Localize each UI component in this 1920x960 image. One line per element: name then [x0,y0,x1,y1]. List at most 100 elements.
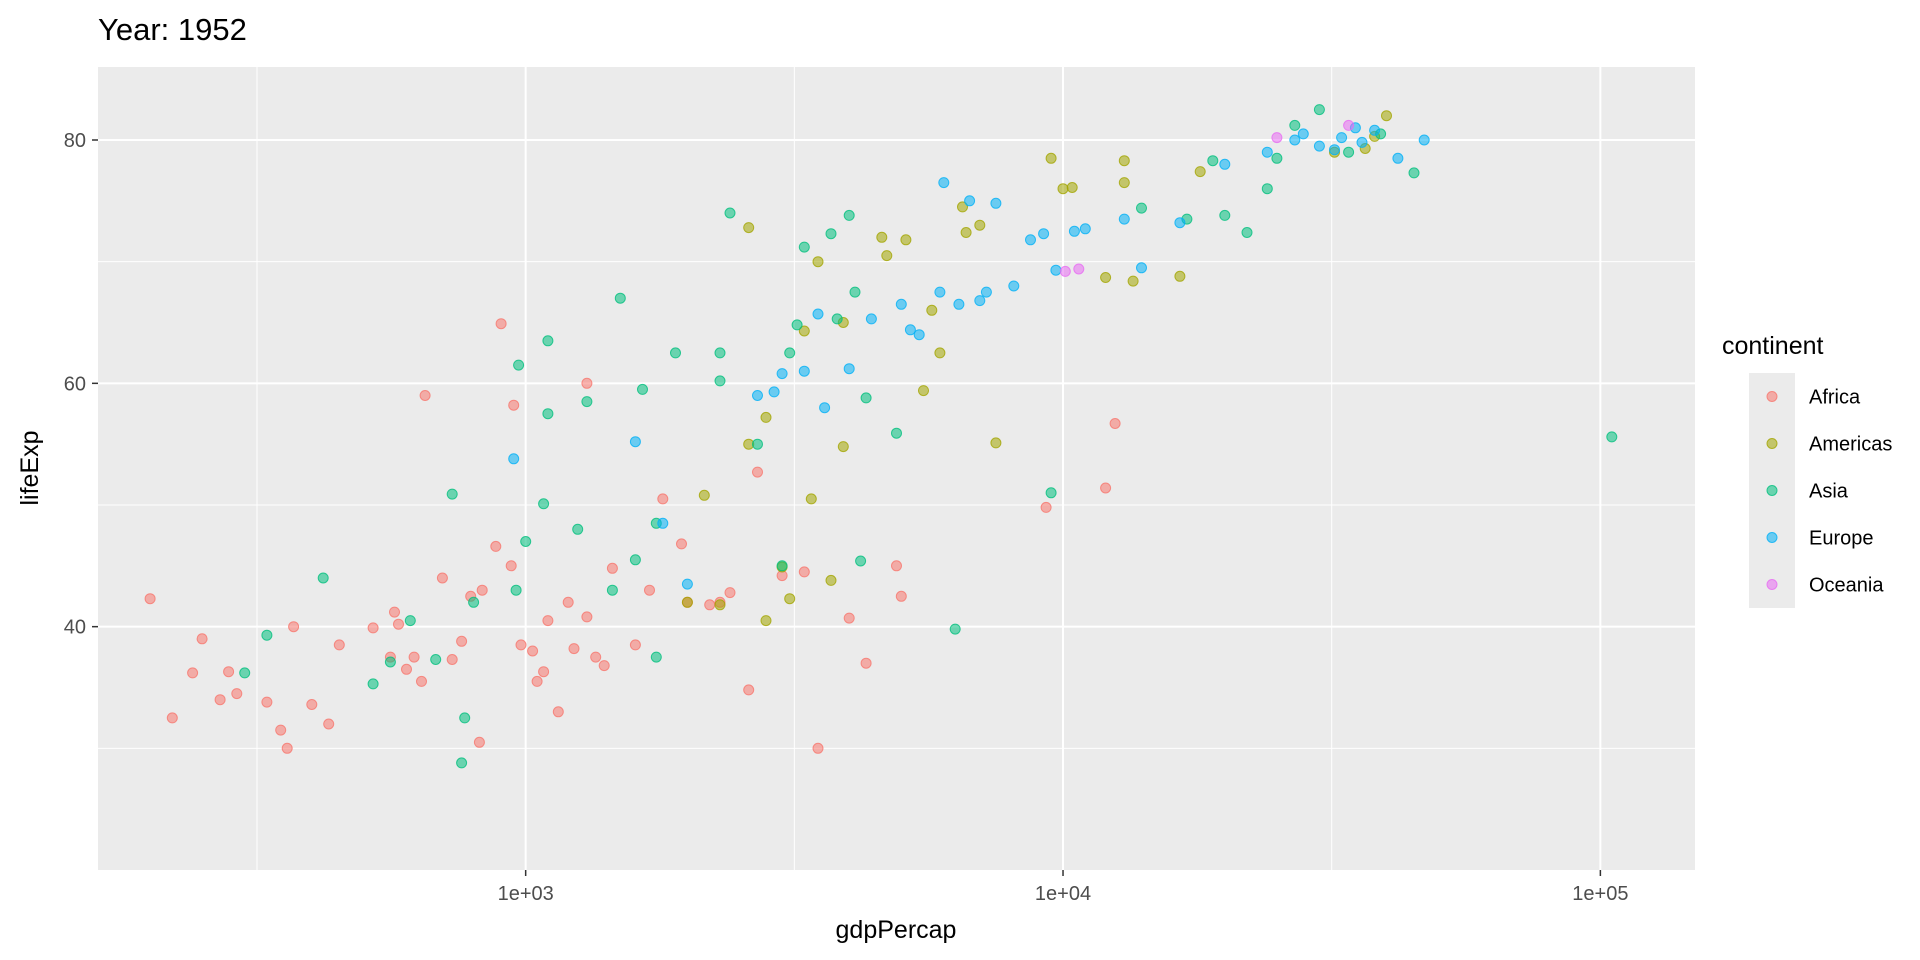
data-point [698,489,710,501]
data-point [913,329,925,341]
data-point [473,736,485,748]
data-point [1118,177,1130,189]
y-axis-title: lifeExp [16,430,44,505]
data-point [1392,152,1404,164]
x-tick-label: 1e+03 [498,883,554,905]
data-point [490,540,502,552]
legend-key-europe [1766,532,1778,543]
data-point [552,706,564,718]
legend-label-americas: Americas [1809,434,1892,456]
data-point [1271,132,1283,144]
data-point [1219,158,1231,170]
data-point [1219,209,1231,221]
data-point [825,228,837,240]
data-point [1066,182,1078,193]
data-point [214,694,226,706]
data-point [1038,228,1050,240]
data-point [1100,482,1112,494]
data-point [196,633,208,645]
data-point [389,606,400,618]
data-point [860,657,872,669]
legend: continent Africa Americas Asia Europe Oceani… [1722,332,1892,608]
data-point [1050,264,1062,276]
data-point [768,386,780,398]
data-point [572,523,584,535]
data-point [581,396,593,408]
data-point [1369,124,1381,136]
data-point [538,666,550,678]
data-point [1118,213,1130,225]
data-point [904,324,916,336]
data-point [704,599,716,611]
x-axis: 1e+03 1e+04 1e+05 [498,870,1628,905]
data-point [1057,183,1069,195]
data-point [644,584,655,596]
data-point [1136,202,1147,214]
data-point [953,298,965,310]
data-point [401,663,412,675]
data-point [629,639,641,651]
legend-key-oceania [1766,579,1778,590]
data-point [166,712,178,724]
data-point [724,587,736,599]
data-point [743,684,755,696]
data-point [980,286,992,298]
data-point [1008,280,1020,292]
legend-label-asia: Asia [1809,481,1849,503]
data-point [456,635,468,647]
legend-key-asia [1766,485,1778,496]
data-point [446,488,458,500]
data-point [531,675,543,687]
data-point [1068,225,1080,237]
data-point [542,335,554,347]
data-point [1040,501,1052,513]
data-point [805,493,817,505]
data-point [1606,431,1618,443]
data-point [1241,227,1253,238]
data-point [752,466,763,478]
data-point [825,574,837,586]
data-point [974,219,986,231]
data-point [960,227,972,238]
data-point [508,399,520,411]
data-point [1045,487,1057,499]
data-point [288,621,300,633]
data-point [527,645,539,657]
data-point [798,566,810,578]
data-point [581,611,593,623]
data-point [223,666,235,678]
data-point [1336,132,1348,144]
data-point [1343,119,1355,131]
data-point [743,222,755,234]
data-point [476,584,488,596]
data-point [831,313,843,325]
data-point [542,408,554,420]
data-point [323,718,335,730]
y-axis: 40 60 80 [64,130,98,639]
data-point [1297,128,1309,140]
data-point [1289,134,1301,146]
data-point [538,498,550,510]
data-point [1289,119,1301,131]
data-point [843,209,855,221]
data-point [384,656,396,668]
data-point [895,590,907,602]
data-point [812,742,824,754]
data-point [819,402,831,414]
x-tick-label: 1e+05 [1572,883,1628,905]
data-point [1025,234,1036,246]
data-point [1079,223,1091,235]
data-point [895,298,907,310]
data-point [306,699,318,710]
data-point [714,347,726,359]
data-point [637,383,648,395]
data-point [598,660,610,672]
data-point [1343,146,1355,158]
plot-panel [98,67,1695,870]
data-point [934,347,946,359]
data-point [1207,155,1219,167]
y-tick-label: 60 [64,373,86,395]
data-point [843,612,855,624]
data-point [430,654,442,665]
data-point [456,757,468,769]
